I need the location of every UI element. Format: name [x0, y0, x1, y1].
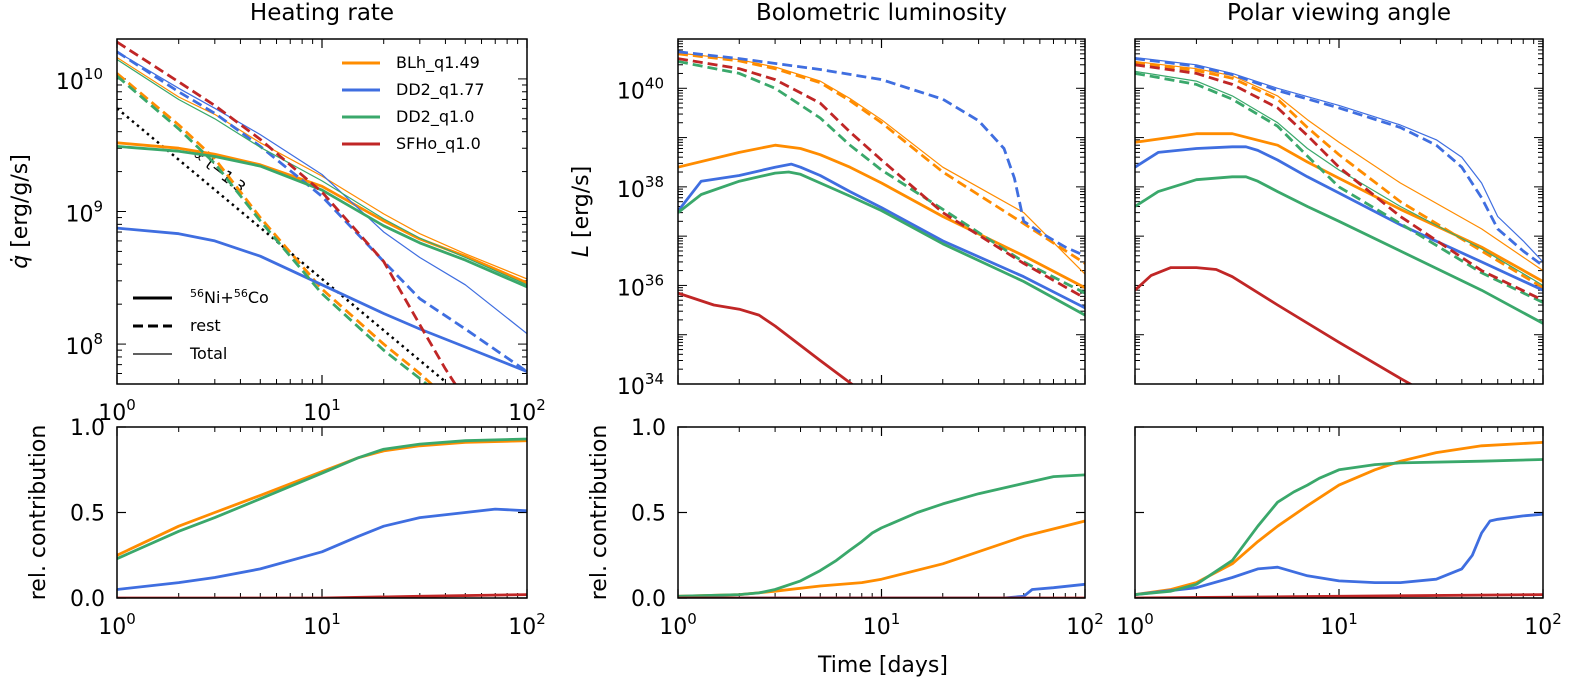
panel-top-right: Polar viewing angle	[1134, 0, 1544, 385]
series-dd2-q1-0-solid	[678, 170, 1085, 317]
x-tick-label: 102	[1066, 610, 1104, 640]
panel-bottom-middle: 0.0 0.5 1.0 rel. contribution	[587, 416, 1086, 612]
x-tick-label: 101	[863, 610, 901, 640]
x-tick-label: 101	[303, 396, 341, 426]
series-sfho-q1-0-solid	[117, 593, 527, 598]
series-dd2-q1-0-dashed	[1135, 72, 1543, 304]
series-sfho-q1-0-dashed	[117, 40, 457, 384]
y-tick-label: 1.0	[631, 416, 666, 441]
x-tick-label: 101	[1320, 610, 1358, 640]
series-sfho-q1-0-solid	[678, 291, 854, 384]
y-tick-label: 108	[65, 330, 103, 360]
series-dd2-q1-77-solid	[678, 162, 1085, 310]
y-tick-label: 1010	[56, 65, 103, 95]
y-tick-label: 109	[65, 198, 103, 228]
series-sfho-q1-0-dashed	[678, 57, 1085, 300]
series-dd2-q1-77-solid	[1135, 512, 1543, 596]
x-axis-label: Time [days]	[817, 653, 948, 678]
panel-title: Heating rate	[250, 0, 394, 26]
series-dd2-q1-0-solid	[1135, 458, 1543, 596]
series-dd2-q1-0-thin	[117, 58, 527, 286]
series-blh-q1-49-dashed	[117, 72, 434, 384]
legend-style-label: 56Ni+56Co	[190, 287, 269, 307]
legend-entry-label: DD2_q1.0	[396, 107, 474, 127]
series-blh-q1-49-dashed	[1135, 61, 1543, 289]
series-sfho-q1-0-dashed	[1135, 63, 1543, 302]
x-tick-label: 101	[303, 610, 341, 640]
series-dd2-q1-77-thin	[1135, 57, 1543, 263]
series-dd2-q1-77-solid	[1135, 145, 1543, 292]
y-axis-label: rel. contribution	[26, 425, 51, 601]
axes-frame	[116, 426, 528, 599]
legend-entry-label: DD2_q1.77	[396, 80, 485, 100]
axes-frame	[1134, 426, 1544, 599]
series-dd2-q1-77-dashed	[678, 50, 1085, 258]
series-blh-q1-49-dashed	[678, 52, 1085, 265]
y-tick-label: 0.5	[70, 502, 105, 527]
series-dd2-q1-77-solid	[678, 582, 1085, 598]
legend-style-label: Total	[189, 344, 227, 363]
y-tick-label: 0.0	[631, 587, 666, 612]
legend-entry-label: BLh_q1.49	[396, 53, 480, 73]
axes-frame	[1134, 38, 1544, 385]
series-dd2-q1-0-solid	[1135, 175, 1543, 325]
series-blh-q1-49-thin	[117, 56, 527, 280]
series-blh-q1-49-solid	[117, 141, 527, 285]
x-tick-label: 100	[98, 610, 136, 640]
series-dd2-q1-0-solid	[117, 145, 527, 289]
x-tick-label: 102	[1524, 610, 1562, 640]
series-dd2-q1-0-dashed	[678, 60, 1085, 295]
series-dd2-q1-0-solid	[678, 473, 1085, 598]
series-blh-q1-49-solid	[1135, 441, 1543, 596]
axes-frame	[116, 38, 528, 385]
panel-bottom-left: 0.0 0.5 1.0 rel. contribution	[26, 416, 528, 612]
legend-models: BLh_q1.49 DD2_q1.77 DD2_q1.0 SFHo_q1.0	[342, 53, 485, 154]
series-dd2-q1-0-solid	[117, 437, 527, 560]
axes-frame	[677, 426, 1086, 599]
series-blh-q1-49-solid	[678, 519, 1085, 598]
x-tick-label: 102	[508, 396, 546, 426]
axes-frame	[677, 38, 1086, 385]
legend-entry-label: SFHo_q1.0	[396, 134, 481, 154]
series-dd2-q1-77-solid	[117, 507, 527, 591]
y-tick-label: 0.5	[631, 502, 666, 527]
series-dd2-q1-0-thin	[1135, 70, 1543, 286]
y-tick-label: 1.0	[70, 416, 105, 441]
x-tick-label: 102	[508, 610, 546, 640]
panel-bottom-right	[1134, 426, 1544, 599]
series-sfho-q1-0-solid	[1135, 266, 1414, 384]
legend-styles: 56Ni+56Co rest Total	[133, 287, 269, 363]
panel-title: Polar viewing angle	[1227, 0, 1451, 26]
series-blh-q1-49-thin	[678, 52, 1085, 275]
series-blh-q1-49-solid	[678, 143, 1085, 289]
y-tick-label: 1038	[617, 173, 664, 203]
series-blh-q1-49-solid	[117, 439, 527, 557]
series-dd2-q1-77-thin	[117, 51, 527, 335]
x-tick-label: 100	[659, 610, 697, 640]
panel-top-middle: Bolometric luminosity L [erg/s]	[569, 0, 1086, 385]
x-tick-label: 100	[1116, 610, 1154, 640]
series-blh-q1-49-thin	[1135, 60, 1543, 272]
series-dd2-q1-77-dashed	[1135, 57, 1543, 267]
y-tick-label: 1040	[617, 74, 664, 104]
series-dd2-q1-0-dashed	[117, 75, 429, 384]
y-axis-label: q̇ [erg/g/s]	[8, 154, 33, 269]
y-tick-label: 1034	[617, 370, 664, 400]
y-axis-label: L [erg/s]	[569, 166, 594, 257]
series-dd2-q1-77-solid	[117, 226, 527, 373]
y-tick-label: 1036	[617, 271, 664, 301]
panel-title: Bolometric luminosity	[756, 0, 1007, 26]
legend-style-label: rest	[190, 316, 221, 335]
y-axis-label: rel. contribution	[587, 425, 612, 601]
y-tick-label: 0.0	[70, 587, 105, 612]
x-tick-label: 100	[98, 396, 136, 426]
series-dd2-q1-77-dashed	[117, 50, 527, 373]
